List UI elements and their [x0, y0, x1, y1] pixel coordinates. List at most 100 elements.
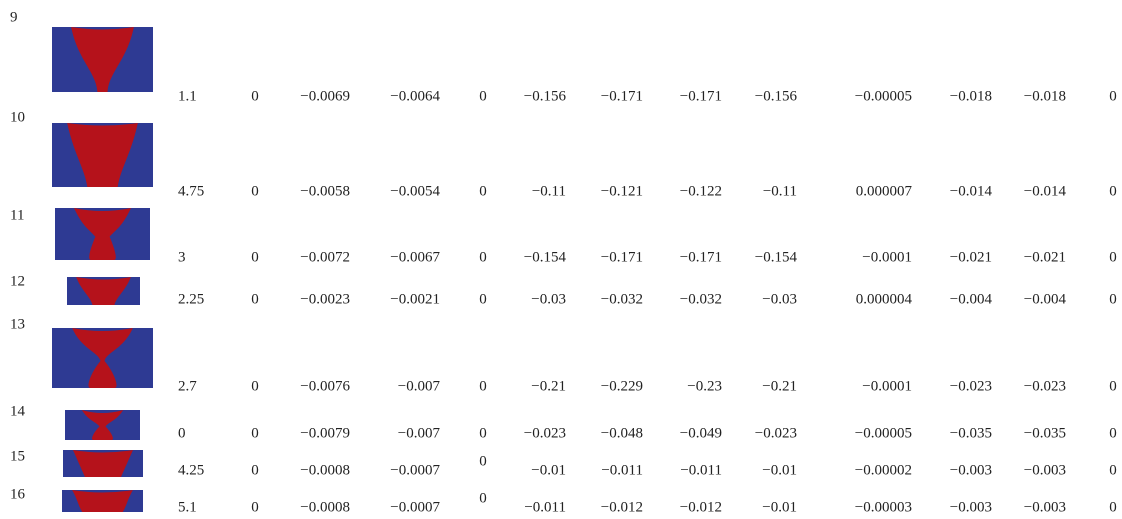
cell-value: −0.032 [601, 291, 643, 307]
cell-value: 0 [251, 88, 259, 104]
cell-value: −0.00005 [855, 88, 912, 104]
cell-value: −0.012 [601, 499, 643, 515]
cell-value: −0.014 [950, 183, 993, 199]
cell-value: −0.00005 [855, 425, 912, 441]
weld-bead [76, 277, 131, 305]
cell-value: 2.25 [178, 291, 204, 307]
cell-value: −0.003 [950, 462, 992, 478]
cell-value: −0.003 [950, 499, 992, 515]
cell-value: −0.011 [680, 462, 722, 478]
cell-value: −0.007 [398, 378, 441, 394]
cell-value: 0 [479, 291, 487, 307]
cell-value: −0.01 [762, 462, 797, 478]
cell-value: −0.011 [601, 462, 643, 478]
cell-value: −0.03 [531, 291, 566, 307]
cell-value: −0.00003 [855, 499, 912, 515]
cell-value: −0.0076 [300, 378, 350, 394]
cell-value: −0.035 [950, 425, 992, 441]
cell-value: 0 [1109, 499, 1117, 515]
cell-value: −0.01 [531, 462, 566, 478]
cell-value: −0.048 [601, 425, 643, 441]
row-label: 9 [10, 9, 18, 25]
row-label: 14 [10, 403, 26, 419]
cell-value: −0.122 [680, 183, 722, 199]
cell-value: 0 [479, 453, 487, 469]
cell-value: −0.01 [762, 499, 797, 515]
cell-value: −0.0058 [300, 183, 350, 199]
cell-value: −0.035 [1024, 425, 1066, 441]
cell-value: −0.171 [601, 88, 643, 104]
cell-value: −0.229 [601, 378, 643, 394]
cell-value: −0.171 [601, 249, 643, 265]
cell-value: −0.156 [524, 88, 567, 104]
cell-value: −0.23 [687, 378, 722, 394]
row-label: 15 [10, 448, 25, 464]
row-label: 10 [10, 109, 25, 125]
weld-bead [73, 450, 133, 477]
cell-value: −0.156 [755, 88, 798, 104]
cell-value: −0.003 [1024, 462, 1066, 478]
weld-bead [81, 410, 124, 440]
cell-value: −0.023 [950, 378, 992, 394]
cell-value: 4.75 [178, 183, 204, 199]
cell-value: −0.012 [680, 499, 722, 515]
cell-value: −0.21 [531, 378, 566, 394]
cell-value: 0 [251, 462, 259, 478]
cell-value: −0.0069 [300, 88, 350, 104]
cell-value: −0.154 [755, 249, 798, 265]
row-label: 13 [10, 316, 25, 332]
cell-value: 0 [251, 499, 259, 515]
cell-value: 0 [251, 378, 259, 394]
cell-value: −0.032 [680, 291, 722, 307]
weld-bead [74, 208, 131, 260]
cell-value: −0.0007 [390, 499, 440, 515]
cell-value: −0.049 [680, 425, 722, 441]
cell-value: −0.0023 [300, 291, 350, 307]
cell-value: 0 [1109, 462, 1117, 478]
cell-value: −0.0008 [300, 462, 350, 478]
cell-value: −0.0072 [300, 249, 350, 265]
cell-value: −0.021 [1024, 249, 1066, 265]
weld-bead [72, 328, 133, 388]
cell-value: −0.003 [1024, 499, 1066, 515]
cell-value: −0.007 [398, 425, 441, 441]
row-label: 12 [10, 273, 25, 289]
cell-value: 0 [1109, 378, 1117, 394]
cell-value: −0.11 [532, 183, 566, 199]
cell-value: 1.1 [178, 88, 197, 104]
cell-value: −0.0067 [390, 249, 440, 265]
cell-value: 0 [251, 425, 259, 441]
cell-value: 2.7 [178, 378, 197, 394]
row-label: 16 [10, 486, 26, 502]
cell-value: 0 [479, 249, 487, 265]
cell-value: −0.11 [763, 183, 797, 199]
cell-value: −0.0007 [390, 462, 440, 478]
cell-value: 0.000007 [856, 183, 913, 199]
cell-value: 0 [1109, 88, 1117, 104]
cell-value: −0.018 [950, 88, 992, 104]
cell-value: −0.0064 [390, 88, 440, 104]
cell-value: −0.023 [1024, 378, 1066, 394]
weld-bead [72, 490, 133, 512]
cell-value: −0.004 [1024, 291, 1067, 307]
row-label: 11 [10, 207, 24, 223]
cell-value: 0 [1109, 425, 1117, 441]
cell-value: 0 [1109, 183, 1117, 199]
cell-value: 5.1 [178, 499, 197, 515]
cell-value: −0.0001 [862, 378, 912, 394]
cell-value: −0.0054 [390, 183, 440, 199]
cell-value: −0.004 [950, 291, 993, 307]
weld-bead [67, 123, 138, 187]
cell-value: −0.0001 [862, 249, 912, 265]
cell-value: −0.0079 [300, 425, 350, 441]
cell-value: 0 [251, 249, 259, 265]
cell-value: −0.03 [762, 291, 797, 307]
cell-value: 0 [178, 425, 186, 441]
cell-value: 0 [479, 425, 487, 441]
cell-value: −0.171 [680, 249, 722, 265]
cell-value: 3 [178, 249, 186, 265]
cell-value: −0.154 [524, 249, 567, 265]
cell-value: −0.21 [762, 378, 797, 394]
cell-value: −0.011 [524, 499, 566, 515]
